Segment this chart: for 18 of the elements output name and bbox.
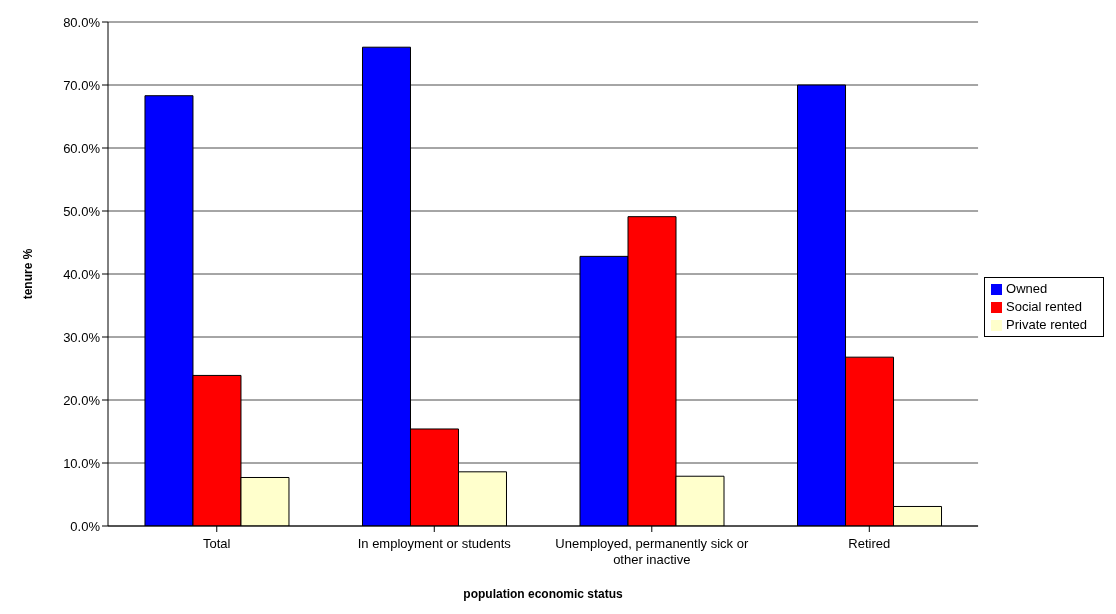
x-tick-label: In employment or students — [357, 536, 512, 551]
y-tick-label: 60.0% — [63, 140, 101, 156]
legend-label: Private rented — [1006, 317, 1087, 332]
y-axis-title: tenure % — [21, 248, 36, 300]
y-tick-label: 0.0% — [70, 518, 101, 534]
x-axis-title: population economic status — [463, 587, 624, 601]
x-tick-label: Total — [203, 536, 231, 551]
y-tick-label: 70.0% — [63, 77, 101, 93]
x-tick-label: Retired — [848, 536, 891, 551]
legend-label: Owned — [1006, 281, 1048, 296]
y-tick-label: 80.0% — [63, 14, 101, 30]
y-tick-label: 30.0% — [63, 329, 101, 345]
x-tick-label: Unemployed, permanently sick or other inactive — [555, 536, 749, 567]
y-tick-label: 50.0% — [63, 203, 101, 219]
y-tick-label: 40.0% — [63, 266, 101, 282]
legend-label: Social rented — [1006, 299, 1082, 314]
y-tick-label: 20.0% — [63, 392, 101, 408]
y-tick-label: 10.0% — [63, 455, 101, 471]
